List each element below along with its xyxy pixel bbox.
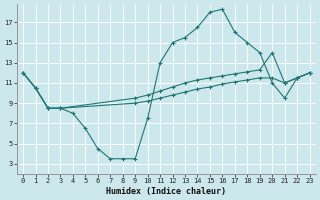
X-axis label: Humidex (Indice chaleur): Humidex (Indice chaleur) bbox=[106, 187, 226, 196]
